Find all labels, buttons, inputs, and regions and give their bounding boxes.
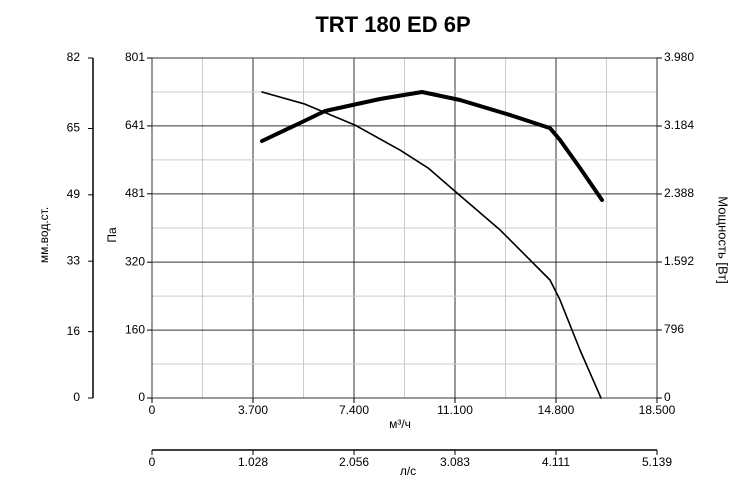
y-tick-label: 320 xyxy=(125,254,145,268)
y3-tick-label: 33 xyxy=(67,253,81,267)
x2-tick-label: 5.139 xyxy=(642,455,672,469)
x-tick-label: 11.100 xyxy=(437,403,473,417)
y-tick-label: 641 xyxy=(125,118,145,132)
x-tick-label: 18.500 xyxy=(639,403,676,417)
y-tick-label: 160 xyxy=(125,322,145,336)
y2-tick-label: 2.388 xyxy=(664,186,694,200)
curve xyxy=(261,91,602,399)
x-tick-label: 0 xyxy=(149,403,156,417)
y3-tick-label: 0 xyxy=(73,390,80,404)
y3-axis-label: мм.вод.ст. xyxy=(37,207,51,263)
plot-frame xyxy=(151,57,658,399)
y3-tick-label: 49 xyxy=(67,187,81,201)
x2-tick-label: 4.111 xyxy=(542,455,571,469)
y2-tick-label: 0 xyxy=(664,390,671,404)
y-tick-label: 0 xyxy=(138,390,145,404)
y-tick-label: 801 xyxy=(125,50,145,64)
x2-tick-label: 1.028 xyxy=(238,455,268,469)
chart-title: TRT 180 ED 6P xyxy=(315,12,470,37)
curve xyxy=(260,90,604,202)
y2-tick-label: 796 xyxy=(664,322,684,336)
y2-axis-label: Мощность [Вт] xyxy=(716,196,731,284)
x2-tick-label: 2.056 xyxy=(339,455,369,469)
y3-tick-label: 82 xyxy=(67,50,81,64)
x-axis-label: м³/ч xyxy=(389,417,411,431)
y2-tick-label: 3.184 xyxy=(664,118,694,132)
y2-tick-label: 1.592 xyxy=(664,254,694,268)
x2-axis-label: л/с xyxy=(400,464,416,478)
x2-tick-label: 3.083 xyxy=(440,455,470,469)
y3-tick-label: 65 xyxy=(67,121,81,135)
y3-tick-label: 16 xyxy=(67,324,81,338)
y-axis-label: Па xyxy=(105,227,119,243)
x-tick-label: 7.400 xyxy=(339,403,369,417)
x-tick-label: 14.800 xyxy=(538,403,575,417)
x2-tick-label: 0 xyxy=(149,455,156,469)
y-tick-label: 481 xyxy=(125,186,145,200)
x-tick-label: 3.700 xyxy=(238,403,268,417)
y2-tick-label: 3.980 xyxy=(664,50,694,64)
